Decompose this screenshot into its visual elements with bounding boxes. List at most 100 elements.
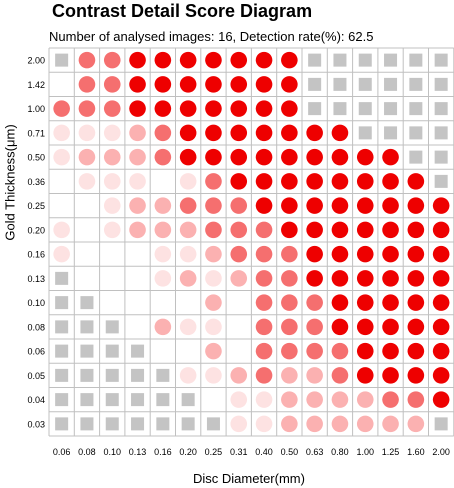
- y-tick-label: 0.08: [27, 322, 45, 332]
- cell-circle: [78, 100, 96, 117]
- cell-square: [131, 393, 145, 407]
- cell-square: [55, 53, 69, 67]
- cell-circle: [306, 148, 323, 166]
- cell-circle: [331, 173, 349, 190]
- cell-circle: [281, 245, 298, 263]
- cell-circle: [53, 100, 70, 117]
- cell-square: [308, 77, 322, 91]
- cell-circle: [230, 148, 248, 166]
- cell-circle: [356, 415, 374, 433]
- cell-circle: [230, 197, 248, 214]
- cell-circle: [230, 367, 248, 384]
- cell-circle: [382, 415, 399, 433]
- cell-circle: [432, 245, 450, 263]
- cell-circle: [407, 221, 425, 239]
- cell-circle: [205, 100, 222, 117]
- cell-circle: [255, 342, 273, 360]
- y-tick-label: 0.50: [27, 153, 45, 163]
- x-tick-label: 2.00: [432, 447, 450, 457]
- x-tick-label: 1.00: [356, 447, 374, 457]
- cell-square: [55, 344, 69, 358]
- cell-circle: [78, 124, 96, 142]
- cell-square: [80, 393, 94, 407]
- cell-square: [358, 126, 372, 140]
- cell-square: [333, 53, 347, 67]
- cell-square: [105, 368, 119, 382]
- cell-circle: [432, 391, 450, 408]
- cell-square: [409, 102, 423, 116]
- cell-circle: [407, 415, 425, 433]
- chart-title: Contrast Detail Score Diagram: [52, 1, 313, 21]
- cell-circle: [407, 270, 425, 287]
- cell-circle: [331, 148, 349, 166]
- cell-circle: [129, 76, 146, 93]
- cell-circle: [306, 342, 323, 360]
- cell-circle: [205, 294, 222, 311]
- cell-circle: [255, 415, 273, 433]
- cell-circle: [154, 124, 172, 142]
- y-tick-label: 0.10: [27, 298, 45, 308]
- cell-circle: [179, 197, 197, 214]
- y-tick-label: 0.13: [27, 274, 45, 284]
- cell-circle: [255, 76, 273, 93]
- cell-square: [156, 393, 170, 407]
- y-tick-label: 0.25: [27, 201, 45, 211]
- cell-circle: [382, 367, 399, 384]
- cell-square: [409, 150, 423, 164]
- cell-square: [80, 417, 94, 431]
- cell-circle: [255, 197, 273, 214]
- cell-circle: [205, 245, 222, 263]
- cell-circle: [382, 270, 399, 287]
- cell-square: [358, 102, 372, 116]
- cell-square: [333, 77, 347, 91]
- cell-circle: [103, 221, 121, 239]
- cell-circle: [306, 221, 323, 239]
- cell-square: [131, 368, 145, 382]
- cell-circle: [154, 197, 172, 214]
- cell-circle: [205, 173, 222, 190]
- cell-circle: [331, 270, 349, 287]
- cell-circle: [331, 221, 349, 239]
- cell-circle: [255, 173, 273, 190]
- cell-circle: [331, 124, 349, 142]
- cell-circle: [281, 415, 298, 433]
- cell-circle: [230, 221, 248, 239]
- y-tick-label: 2.00: [27, 56, 45, 66]
- cell-square: [55, 296, 69, 310]
- cell-square: [384, 77, 398, 91]
- x-tick-label: 1.60: [407, 447, 425, 457]
- cell-circle: [129, 148, 146, 166]
- cell-circle: [230, 173, 248, 190]
- cell-circle: [129, 197, 146, 214]
- cell-square: [105, 344, 119, 358]
- cell-circle: [331, 197, 349, 214]
- x-axis-label: Disc Diameter(mm): [193, 471, 305, 486]
- cell-circle: [179, 173, 197, 190]
- cell-circle: [306, 294, 323, 311]
- y-tick-label: 1.42: [27, 80, 45, 90]
- cell-square: [434, 77, 448, 91]
- cell-circle: [179, 245, 197, 263]
- y-tick-label: 0.03: [27, 419, 45, 429]
- x-tick-label: 0.16: [154, 447, 172, 457]
- cell-square: [308, 102, 322, 116]
- cell-circle: [154, 148, 172, 166]
- cell-circle: [154, 100, 172, 117]
- cell-square: [333, 102, 347, 116]
- cell-circle: [281, 124, 298, 142]
- cell-square: [384, 126, 398, 140]
- cell-circle: [103, 124, 121, 142]
- cell-circle: [205, 367, 222, 384]
- cell-circle: [205, 342, 222, 360]
- cell-circle: [432, 197, 450, 214]
- cell-circle: [205, 148, 222, 166]
- cell-circle: [281, 173, 298, 190]
- cell-circle: [103, 76, 121, 93]
- cell-circle: [382, 173, 399, 190]
- cell-circle: [306, 391, 323, 408]
- cell-circle: [154, 270, 172, 287]
- cell-circle: [230, 51, 248, 69]
- cell-circle: [281, 148, 298, 166]
- cell-circle: [407, 367, 425, 384]
